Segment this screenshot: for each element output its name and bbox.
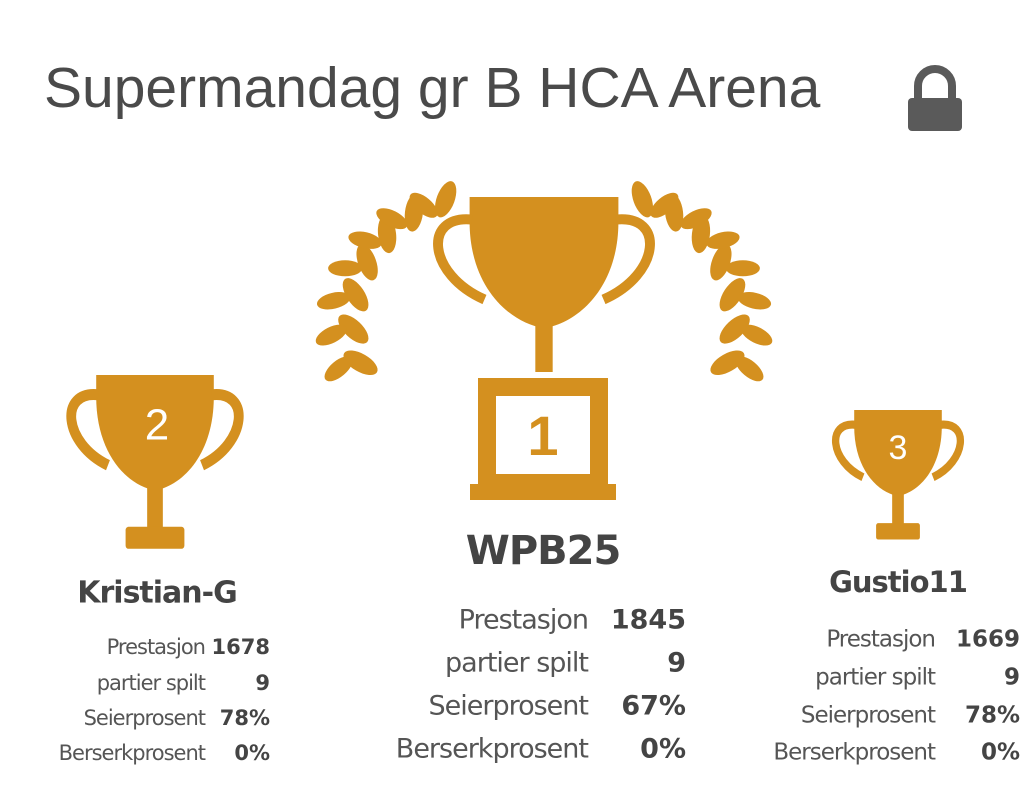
laurel-leaf bbox=[725, 260, 760, 277]
stat-label: Berserkprosent bbox=[59, 741, 206, 765]
trophy-first bbox=[433, 197, 655, 500]
stat-value: 67% bbox=[621, 691, 686, 722]
laurel-leaf bbox=[356, 244, 378, 281]
player-name: Gustio11 bbox=[829, 565, 967, 599]
stat-label: Berserkprosent bbox=[396, 734, 589, 765]
rank-number: 1 bbox=[527, 404, 558, 467]
stat-label: Prestasjon bbox=[826, 627, 935, 653]
rank-number: 3 bbox=[889, 429, 908, 467]
trophy-third bbox=[831, 410, 965, 540]
trophy-stem bbox=[147, 485, 163, 529]
trophy-cup bbox=[854, 410, 942, 497]
trophy-second bbox=[66, 375, 244, 549]
stat-value: 78% bbox=[965, 703, 1020, 729]
laurel-leaf bbox=[434, 181, 457, 218]
trophy-cup bbox=[469, 197, 619, 329]
stat-value: 1678 bbox=[212, 635, 270, 659]
stat-label: Prestasjon bbox=[459, 605, 588, 636]
stat-value: 1845 bbox=[611, 605, 686, 636]
laurel-leaf bbox=[343, 350, 378, 376]
stat-label: Seierprosent bbox=[428, 691, 588, 722]
stat-value: 9 bbox=[1004, 665, 1020, 691]
stat-label: partier spilt bbox=[445, 648, 588, 679]
laurel-leaf bbox=[324, 356, 353, 382]
stat-label: Prestasjon bbox=[107, 635, 205, 659]
stat-label: Seierprosent bbox=[801, 703, 936, 729]
stat-label: partier spilt bbox=[97, 671, 206, 695]
lock-body bbox=[908, 98, 962, 131]
trophy-base bbox=[876, 523, 920, 540]
laurel-leaf bbox=[737, 292, 772, 310]
stat-label: partier spilt bbox=[815, 665, 936, 691]
laurel-leaf bbox=[710, 350, 745, 376]
stat-label: Berserkprosent bbox=[773, 740, 936, 766]
laurel-leaf bbox=[316, 292, 351, 310]
page-title: Supermandag gr B HCA Arena bbox=[44, 56, 821, 120]
trophy-stem bbox=[535, 322, 553, 372]
stat-value: 0% bbox=[981, 740, 1020, 766]
laurel-leaf bbox=[680, 208, 712, 230]
trophy-cup bbox=[96, 375, 214, 491]
stat-value: 9 bbox=[255, 671, 270, 695]
laurel-leaf bbox=[710, 244, 732, 281]
lock-shackle bbox=[914, 65, 956, 102]
laurel-leaf bbox=[741, 324, 773, 346]
laurel-leaf bbox=[735, 356, 764, 382]
stat-value: 0% bbox=[640, 734, 686, 765]
trophy-base bbox=[470, 484, 616, 500]
trophy-base bbox=[125, 526, 185, 549]
laurel-leaf bbox=[409, 192, 438, 218]
laurel-leaf bbox=[719, 278, 746, 312]
laurels bbox=[315, 181, 773, 382]
player-name: WPB25 bbox=[466, 528, 621, 574]
laurel-leaf bbox=[650, 192, 679, 218]
trophy-handles bbox=[433, 214, 655, 305]
stat-value: 0% bbox=[234, 741, 270, 765]
laurel-leaf bbox=[315, 324, 347, 346]
stat-value: 78% bbox=[220, 706, 270, 730]
rank-number: 2 bbox=[145, 401, 169, 450]
laurel-leaf bbox=[719, 314, 750, 344]
trophy-plate bbox=[496, 396, 590, 474]
lock-icon bbox=[908, 65, 962, 131]
stat-value: 1669 bbox=[956, 627, 1020, 653]
laurel-leaf bbox=[348, 231, 382, 249]
player-name: Kristian-G bbox=[77, 576, 236, 611]
laurel-leaf bbox=[706, 231, 740, 249]
laurel-leaf bbox=[342, 278, 369, 312]
laurel-leaf bbox=[376, 208, 408, 230]
trophy-handles bbox=[831, 420, 965, 481]
stat-value: 9 bbox=[667, 648, 686, 679]
laurel-leaf bbox=[338, 314, 369, 344]
stat-label: Seierprosent bbox=[84, 706, 206, 730]
laurel-leaf bbox=[328, 260, 363, 277]
laurel-leaf bbox=[631, 181, 654, 218]
trophy-handles bbox=[66, 389, 244, 471]
trophy-stem bbox=[892, 492, 904, 525]
